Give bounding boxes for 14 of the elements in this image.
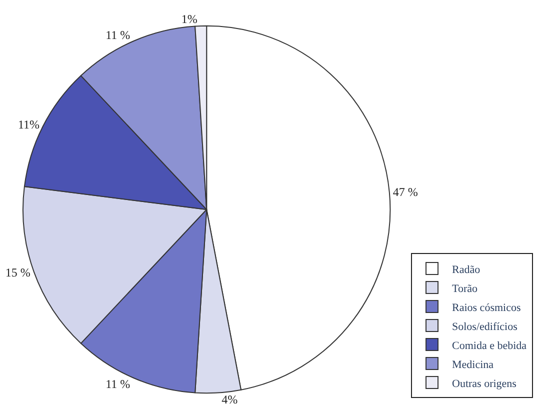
legend-label: Radão (452, 264, 481, 276)
legend-label: Solos/edifícios (452, 320, 518, 333)
legend-label: Medicina (452, 358, 494, 371)
data-label: 47 % (392, 185, 418, 200)
legend-label: Torão (452, 282, 478, 295)
legend-label: Outras origens (452, 378, 516, 390)
data-label: 11% (18, 118, 40, 132)
data-label: 15 % (5, 265, 30, 280)
data-label: 11 % (106, 28, 130, 42)
legend-label: Raios cósmicos (452, 302, 521, 314)
legend-label: Comida e bebida (452, 340, 527, 352)
data-label: 11 % (106, 376, 130, 391)
data-label: 1% (181, 12, 198, 26)
data-label: 4% (222, 392, 238, 407)
